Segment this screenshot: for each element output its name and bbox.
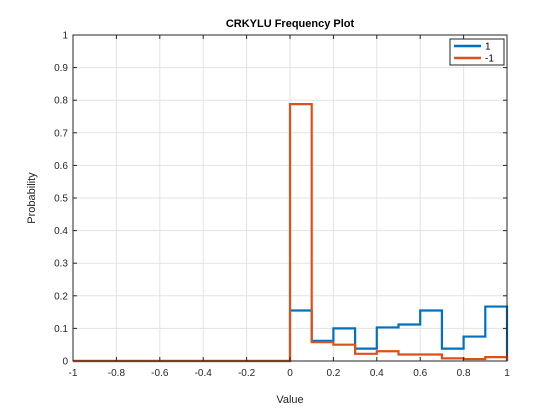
y-tick-label: 0.9 (54, 63, 68, 74)
x-tick-label: -0.4 (195, 368, 213, 379)
chart-title: CRKYLU Frequency Plot (226, 18, 355, 30)
x-tick-label: 0 (287, 368, 293, 379)
y-tick-label: 0.2 (54, 291, 68, 302)
x-tick-label: 1 (504, 368, 510, 379)
y-tick-label: 0.1 (54, 324, 68, 335)
y-tick-label: 0.8 (54, 96, 68, 107)
x-tick-label: 0.8 (457, 368, 471, 379)
legend-label-series-1: 1 (485, 42, 491, 53)
legend-box (449, 38, 505, 66)
y-tick-label: 0.6 (54, 161, 68, 172)
y-tick-label: 0.5 (54, 194, 68, 205)
legend: 1 -1 (449, 38, 505, 66)
tick-marks (72, 34, 508, 362)
y-tick-label: 0.3 (54, 259, 68, 270)
histogram-outline-series-2 (73, 103, 509, 363)
y-tick-label: 0.4 (54, 226, 68, 237)
series-layer (73, 103, 509, 363)
legend-label-series-2: -1 (485, 54, 494, 65)
x-tick-label: 0.2 (326, 368, 340, 379)
x-tick-label: -0.6 (151, 368, 169, 379)
x-tick-label: 0.4 (370, 368, 384, 379)
y-tick-label: 1 (62, 31, 68, 42)
y-axis-label: Probability (26, 172, 38, 224)
x-tick-label: 0.6 (413, 368, 427, 379)
y-tick-label: 0 (62, 357, 68, 368)
y-tick-label: 0.7 (54, 128, 68, 139)
x-tick-label: -1 (69, 368, 78, 379)
x-tick-label: -0.8 (108, 368, 126, 379)
x-tick-label: -0.2 (238, 368, 256, 379)
x-axis-label: Value (276, 394, 303, 406)
